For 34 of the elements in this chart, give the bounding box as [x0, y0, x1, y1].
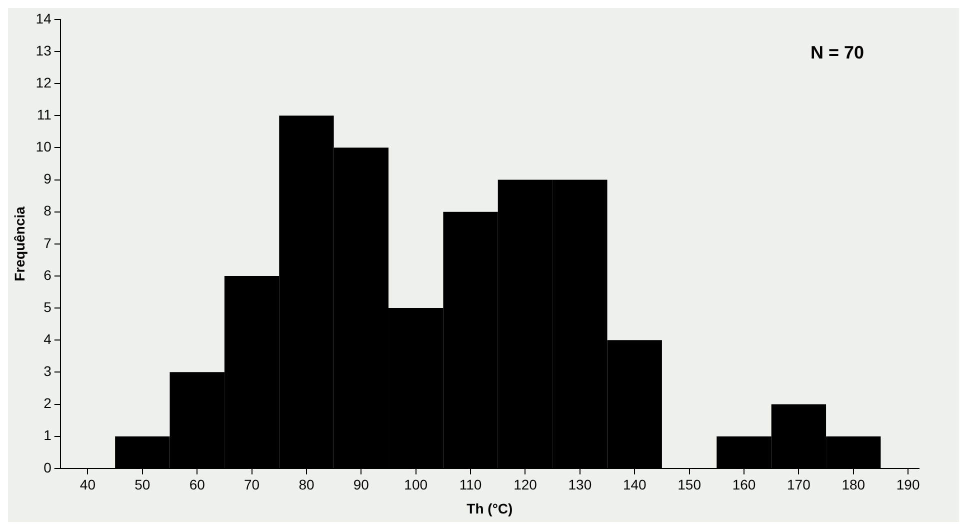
y-tick-label: 11 [36, 106, 52, 122]
x-tick-label: 60 [189, 476, 206, 493]
y-tick-label: 10 [36, 138, 52, 155]
x-tick-label: 190 [896, 476, 920, 493]
y-tick-label: 9 [44, 170, 52, 187]
x-tick-label: 100 [404, 476, 428, 493]
y-tick-label: 0 [44, 459, 52, 476]
x-tick-label: 110 [459, 476, 482, 493]
x-tick-label: 150 [678, 476, 702, 493]
x-tick-label: 140 [622, 476, 647, 493]
y-tick-label: 7 [44, 234, 52, 251]
y-tick-label: 8 [44, 202, 52, 219]
x-tick-label: 170 [787, 476, 811, 493]
x-tick-label: 50 [134, 476, 150, 493]
x-tick-label: 90 [353, 476, 370, 493]
x-tick-label: 120 [514, 476, 538, 493]
y-tick-label: 4 [44, 330, 52, 347]
y-axis-title: Frequência [11, 206, 28, 282]
y-tick-label: 2 [44, 395, 52, 412]
y-tick-label: 1 [44, 427, 52, 444]
x-tick-label: 70 [244, 476, 260, 493]
x-axis-title: Th (°C) [466, 500, 513, 516]
annotation: N = 70 [810, 42, 864, 62]
x-tick-label: 80 [298, 476, 314, 493]
y-tick-label: 3 [44, 363, 52, 380]
y-tick-label: 12 [36, 74, 52, 90]
y-tick-label: 14 [36, 10, 52, 26]
x-tick-label: 160 [732, 476, 756, 493]
y-tick-label: 6 [44, 266, 52, 283]
x-tick-label: 180 [842, 476, 866, 493]
y-tick-label: 5 [44, 298, 52, 315]
x-tick-label: 130 [568, 476, 592, 493]
x-tick-label: 40 [80, 476, 96, 493]
y-tick-label: 13 [36, 42, 52, 58]
